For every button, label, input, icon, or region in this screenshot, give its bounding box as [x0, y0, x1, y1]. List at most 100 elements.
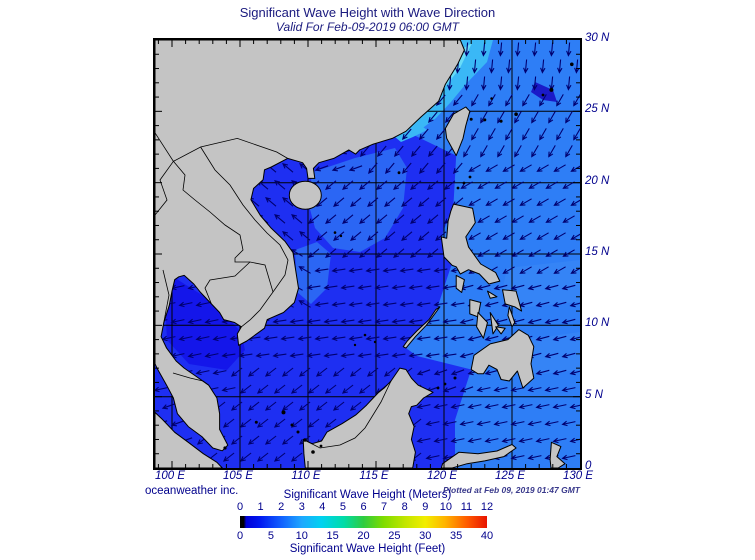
wave-arrow — [569, 403, 580, 410]
wave-arrow — [569, 437, 580, 444]
feet-tick-label: 5 — [267, 530, 274, 542]
wave-arrow — [357, 352, 372, 359]
wave-arrow — [523, 59, 529, 74]
wave-arrow — [557, 59, 563, 74]
wave-arrow — [442, 318, 457, 325]
wave-arrow — [527, 284, 542, 291]
wave-arrow — [323, 318, 338, 325]
country-borders — [155, 132, 392, 449]
wave-arrow — [281, 401, 294, 411]
wave-arrow — [573, 128, 580, 141]
feet-tick-label: 30 — [419, 530, 432, 542]
wave-arrow — [544, 352, 559, 359]
wave-arrow — [274, 214, 286, 224]
wave-arrow — [515, 42, 521, 57]
wave-arrow — [494, 215, 507, 223]
land-masbate — [487, 290, 498, 299]
wave-arrow — [472, 59, 478, 74]
wave-arrow — [425, 352, 440, 359]
wave-arrow — [519, 266, 532, 274]
land-mindanao — [470, 329, 535, 389]
wave-arrow — [561, 352, 576, 359]
wave-arrow — [544, 284, 559, 291]
wave-arrow — [402, 162, 412, 174]
meters-tick-label: 6 — [360, 501, 367, 513]
wave-arrow — [298, 401, 311, 411]
wave-arrow — [552, 437, 567, 444]
wave-arrow — [282, 163, 294, 173]
wave-arrow — [418, 231, 430, 241]
wave-arrow — [359, 180, 371, 190]
feet-tick-label: 10 — [295, 530, 308, 542]
wave-arrow — [222, 452, 235, 462]
wave-arrow — [290, 384, 303, 394]
wave-arrow — [391, 318, 406, 325]
wave-arrow — [476, 420, 491, 427]
wave-arrow — [561, 284, 576, 291]
feet-tick-label: 40 — [480, 530, 494, 542]
wave-arrow — [467, 403, 482, 410]
wave-arrow — [553, 164, 566, 172]
wave-arrow — [342, 248, 354, 258]
wave-arrow — [204, 318, 219, 325]
wave-arrow — [436, 128, 446, 140]
wave-arrow — [565, 111, 573, 124]
wave-arrow — [282, 197, 294, 207]
wave-arrow — [290, 418, 303, 428]
y-axis-label: 15 N — [585, 246, 610, 258]
wave-arrow — [535, 369, 550, 376]
land-bohol — [495, 326, 506, 335]
wave-arrow — [155, 386, 168, 393]
wave-arrow — [552, 335, 567, 342]
wave-arrow — [477, 249, 490, 257]
wave-arrow — [545, 181, 558, 189]
wave-arrow — [442, 420, 457, 427]
wave-arrow — [340, 352, 355, 359]
wave-arrow — [359, 214, 371, 224]
wave-arrow — [195, 301, 210, 308]
y-axis-label: 30 N — [585, 32, 610, 44]
wave-arrow — [532, 42, 538, 57]
wave-arrow — [468, 232, 481, 240]
meters-tick-label: 10 — [439, 501, 452, 513]
wave-arrow — [377, 145, 387, 157]
wave-arrow — [468, 164, 481, 172]
wave-arrow — [450, 369, 465, 376]
wave-arrow — [471, 94, 479, 107]
wave-arrow — [315, 367, 328, 377]
wave-arrow — [376, 248, 388, 258]
wave-arrow — [298, 367, 311, 377]
wave-arrow — [374, 318, 389, 325]
wave-arrow — [450, 335, 465, 342]
wave-arrow — [484, 369, 499, 376]
legend-title-meters: Significant Wave Height (Meters) — [283, 489, 452, 501]
wave-arrow — [306, 284, 321, 291]
wave-arrow — [195, 335, 210, 342]
wave-arrow — [522, 128, 530, 141]
y-axis-label: 10 N — [585, 317, 610, 330]
wave-arrow — [453, 94, 463, 106]
wave-arrow — [281, 435, 294, 445]
wave-arrow — [331, 165, 346, 172]
meters-tick-label: 4 — [319, 501, 326, 513]
wave-arrow — [433, 335, 448, 342]
wave-arrow — [264, 401, 277, 411]
wave-arrow — [484, 335, 499, 342]
wave-arrow — [307, 418, 320, 428]
wave-arrow — [315, 401, 328, 411]
feet-tick-label: 20 — [357, 530, 370, 542]
wave-arrow — [562, 181, 575, 189]
x-axis-label: 115 E — [359, 470, 389, 482]
wave-arrow — [340, 284, 355, 291]
wave-arrow — [433, 301, 448, 308]
wave-arrow — [239, 452, 252, 462]
wave-arrow — [569, 335, 580, 342]
wave-arrow — [435, 197, 447, 207]
wave-arrow — [323, 352, 338, 359]
wave-arrow — [444, 180, 456, 190]
wave-arrow — [342, 214, 354, 224]
wave-arrow — [212, 335, 227, 342]
wave-arrow — [569, 301, 580, 308]
land-hainan — [288, 180, 322, 210]
wave-arrow — [349, 401, 362, 411]
